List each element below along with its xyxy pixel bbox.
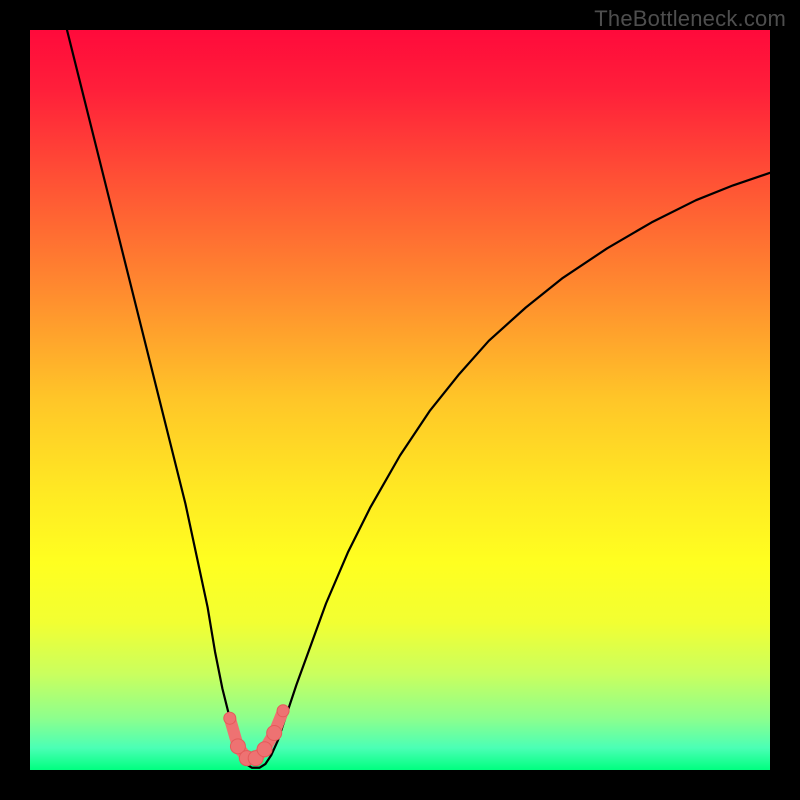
curve-marker [224,712,236,724]
chart-svg [30,30,770,770]
bottleneck-curve [67,30,770,768]
chart-plot-area [30,30,770,770]
curve-marker [277,705,289,717]
curve-marker [257,742,272,757]
curve-marker [267,726,282,741]
watermark-text: TheBottleneck.com [594,6,786,32]
